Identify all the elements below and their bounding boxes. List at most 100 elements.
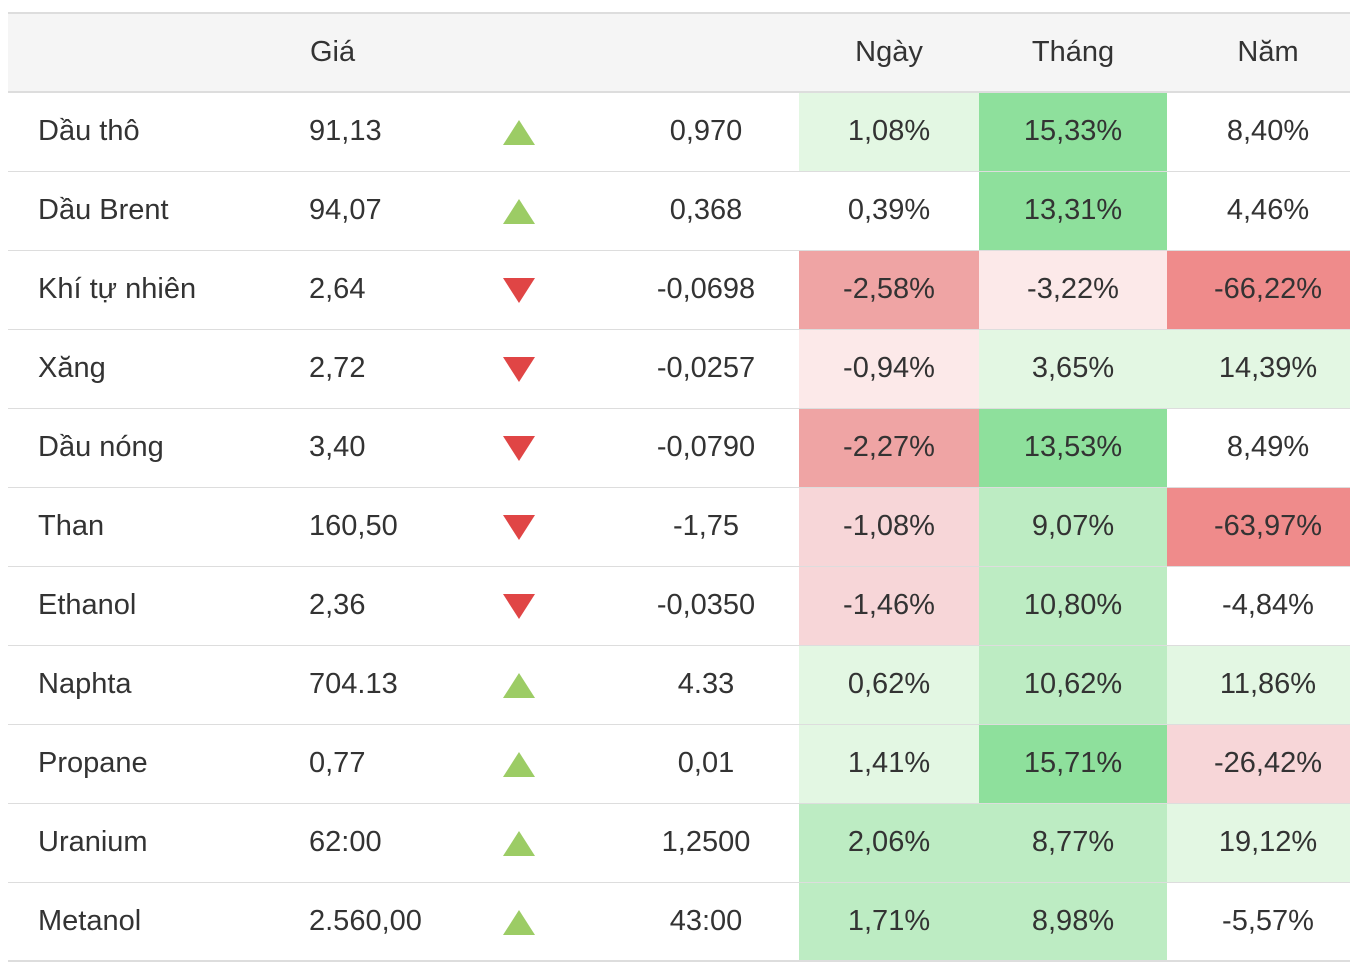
commodity-name-link[interactable]: Uranium bbox=[8, 803, 309, 883]
day-change-cell: -1,46% bbox=[799, 566, 979, 646]
triangle-up-icon bbox=[503, 751, 535, 777]
commodity-name-link[interactable]: Propane bbox=[8, 724, 309, 804]
table-row[interactable]: Dầu Brent 94,07 0,368 0,39% 13,31% 4,46% bbox=[8, 171, 1350, 251]
change-cell: -0,0698 bbox=[613, 250, 799, 330]
year-change-cell: 11,86% bbox=[1167, 645, 1350, 725]
year-change-cell: -26,42% bbox=[1167, 724, 1350, 804]
year-change-cell: 14,39% bbox=[1167, 329, 1350, 409]
month-change-cell: -3,22% bbox=[979, 250, 1167, 330]
header-row: Giá Ngày Tháng Năm bbox=[8, 12, 1350, 93]
triangle-down-icon bbox=[503, 593, 535, 619]
table-row[interactable]: Naphta 704.13 4.33 0,62% 10,62% 11,86% bbox=[8, 645, 1350, 725]
price-cell: 2,64 bbox=[309, 250, 501, 330]
triangle-up-icon bbox=[503, 120, 535, 146]
triangle-up-icon bbox=[503, 672, 535, 698]
header-name bbox=[8, 12, 309, 93]
table-row[interactable]: Than 160,50 -1,75 -1,08% 9,07% -63,97% bbox=[8, 487, 1350, 567]
triangle-down-icon bbox=[503, 435, 535, 461]
change-cell: -0,0257 bbox=[613, 329, 799, 409]
month-change-cell: 3,65% bbox=[979, 329, 1167, 409]
change-cell: -0,0790 bbox=[613, 408, 799, 488]
price-cell: 2,72 bbox=[309, 329, 501, 409]
day-change-cell: -1,08% bbox=[799, 487, 979, 567]
triangle-down-icon bbox=[503, 356, 535, 382]
header-day[interactable]: Ngày bbox=[799, 12, 979, 93]
price-cell: 62:00 bbox=[309, 803, 501, 883]
price-cell: 2.560,00 bbox=[309, 882, 501, 962]
header-price[interactable]: Giá bbox=[309, 12, 501, 93]
triangle-down-icon bbox=[503, 514, 535, 540]
direction-cell bbox=[501, 408, 613, 488]
month-change-cell: 13,53% bbox=[979, 408, 1167, 488]
table-row[interactable]: Xăng 2,72 -0,0257 -0,94% 3,65% 14,39% bbox=[8, 329, 1350, 409]
day-change-cell: -0,94% bbox=[799, 329, 979, 409]
table-row[interactable]: Dầu thô 91,13 0,970 1,08% 15,33% 8,40% bbox=[8, 92, 1350, 172]
direction-cell bbox=[501, 92, 613, 172]
day-change-cell: 1,41% bbox=[799, 724, 979, 804]
direction-cell bbox=[501, 724, 613, 804]
triangle-up-icon bbox=[503, 909, 535, 935]
commodity-table: Giá Ngày Tháng Năm Dầu thô 91,13 0,970 1,08… bbox=[8, 12, 1350, 962]
month-change-cell: 8,98% bbox=[979, 882, 1167, 962]
triangle-down-icon bbox=[503, 277, 535, 303]
direction-cell bbox=[501, 566, 613, 646]
direction-cell bbox=[501, 645, 613, 725]
change-cell: 0,01 bbox=[613, 724, 799, 804]
table-row[interactable]: Khí tự nhiên 2,64 -0,0698 -2,58% -3,22% -66,2… bbox=[8, 250, 1350, 330]
direction-cell bbox=[501, 250, 613, 330]
table-body: Dầu thô 91,13 0,970 1,08% 15,33% 8,40% Dầu Bre… bbox=[8, 92, 1350, 962]
month-change-cell: 9,07% bbox=[979, 487, 1167, 567]
commodity-name-link[interactable]: Naphta bbox=[8, 645, 309, 725]
day-change-cell: -2,27% bbox=[799, 408, 979, 488]
triangle-up-icon bbox=[503, 830, 535, 856]
commodity-name-link[interactable]: Dầu Brent bbox=[8, 171, 309, 251]
day-change-cell: 0,62% bbox=[799, 645, 979, 725]
commodity-name-link[interactable]: Khí tự nhiên bbox=[8, 250, 309, 330]
month-change-cell: 10,80% bbox=[979, 566, 1167, 646]
commodity-name-link[interactable]: Ethanol bbox=[8, 566, 309, 646]
price-cell: 3,40 bbox=[309, 408, 501, 488]
table-header: Giá Ngày Tháng Năm bbox=[8, 12, 1350, 93]
month-change-cell: 8,77% bbox=[979, 803, 1167, 883]
change-cell: 43:00 bbox=[613, 882, 799, 962]
price-cell: 0,77 bbox=[309, 724, 501, 804]
commodity-table-container: Giá Ngày Tháng Năm Dầu thô 91,13 0,970 1,08… bbox=[8, 12, 1350, 962]
commodity-name-link[interactable]: Xăng bbox=[8, 329, 309, 409]
change-cell: 0,368 bbox=[613, 171, 799, 251]
year-change-cell: -4,84% bbox=[1167, 566, 1350, 646]
commodity-name-link[interactable]: Dầu nóng bbox=[8, 408, 309, 488]
change-cell: 1,2500 bbox=[613, 803, 799, 883]
price-cell: 160,50 bbox=[309, 487, 501, 567]
commodity-name-link[interactable]: Than bbox=[8, 487, 309, 567]
day-change-cell: -2,58% bbox=[799, 250, 979, 330]
price-cell: 91,13 bbox=[309, 92, 501, 172]
change-cell: 4.33 bbox=[613, 645, 799, 725]
year-change-cell: -66,22% bbox=[1167, 250, 1350, 330]
change-cell: -1,75 bbox=[613, 487, 799, 567]
table-row[interactable]: Dầu nóng 3,40 -0,0790 -2,27% 13,53% 8,49% bbox=[8, 408, 1350, 488]
month-change-cell: 15,33% bbox=[979, 92, 1167, 172]
price-cell: 2,36 bbox=[309, 566, 501, 646]
price-cell: 94,07 bbox=[309, 171, 501, 251]
price-cell: 704.13 bbox=[309, 645, 501, 725]
day-change-cell: 1,71% bbox=[799, 882, 979, 962]
change-cell: -0,0350 bbox=[613, 566, 799, 646]
month-change-cell: 10,62% bbox=[979, 645, 1167, 725]
table-row[interactable]: Propane 0,77 0,01 1,41% 15,71% -26,42% bbox=[8, 724, 1350, 804]
year-change-cell: -63,97% bbox=[1167, 487, 1350, 567]
direction-cell bbox=[501, 171, 613, 251]
year-change-cell: 19,12% bbox=[1167, 803, 1350, 883]
direction-cell bbox=[501, 329, 613, 409]
year-change-cell: 4,46% bbox=[1167, 171, 1350, 251]
header-year[interactable]: Năm bbox=[1167, 12, 1350, 93]
table-row[interactable]: Uranium 62:00 1,2500 2,06% 8,77% 19,12% bbox=[8, 803, 1350, 883]
table-row[interactable]: Ethanol 2,36 -0,0350 -1,46% 10,80% -4,84% bbox=[8, 566, 1350, 646]
table-row[interactable]: Metanol 2.560,00 43:00 1,71% 8,98% -5,57% bbox=[8, 882, 1350, 962]
year-change-cell: 8,49% bbox=[1167, 408, 1350, 488]
month-change-cell: 13,31% bbox=[979, 171, 1167, 251]
commodity-name-link[interactable]: Dầu thô bbox=[8, 92, 309, 172]
year-change-cell: 8,40% bbox=[1167, 92, 1350, 172]
commodity-name-link[interactable]: Metanol bbox=[8, 882, 309, 962]
header-month[interactable]: Tháng bbox=[979, 12, 1167, 93]
direction-cell bbox=[501, 803, 613, 883]
